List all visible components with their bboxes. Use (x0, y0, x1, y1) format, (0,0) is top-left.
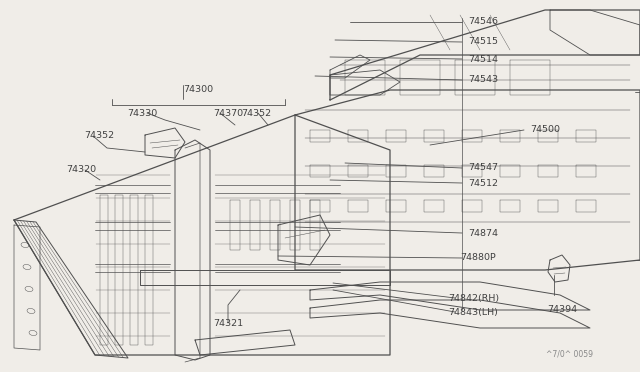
Text: 74394: 74394 (547, 305, 577, 314)
Text: ^7/0^ 0059: ^7/0^ 0059 (547, 350, 593, 359)
Text: 74352: 74352 (241, 109, 271, 118)
Text: 74300: 74300 (183, 86, 213, 94)
Text: 74843(LH): 74843(LH) (448, 308, 498, 317)
Text: 74874: 74874 (468, 228, 498, 237)
Text: 74370: 74370 (213, 109, 243, 118)
Text: 74880P: 74880P (460, 253, 496, 263)
Text: 74514: 74514 (468, 55, 498, 64)
Text: 74330: 74330 (127, 109, 157, 118)
Text: 74500: 74500 (530, 125, 560, 135)
Text: 74547: 74547 (468, 164, 498, 173)
Text: 74515: 74515 (468, 38, 498, 46)
Text: 74842(RH): 74842(RH) (448, 294, 499, 302)
Text: 74546: 74546 (468, 17, 498, 26)
Text: 74543: 74543 (468, 76, 498, 84)
Text: 74320: 74320 (66, 166, 96, 174)
Text: 74512: 74512 (468, 179, 498, 187)
Text: 74352: 74352 (84, 131, 114, 141)
Text: 74321: 74321 (213, 318, 243, 327)
